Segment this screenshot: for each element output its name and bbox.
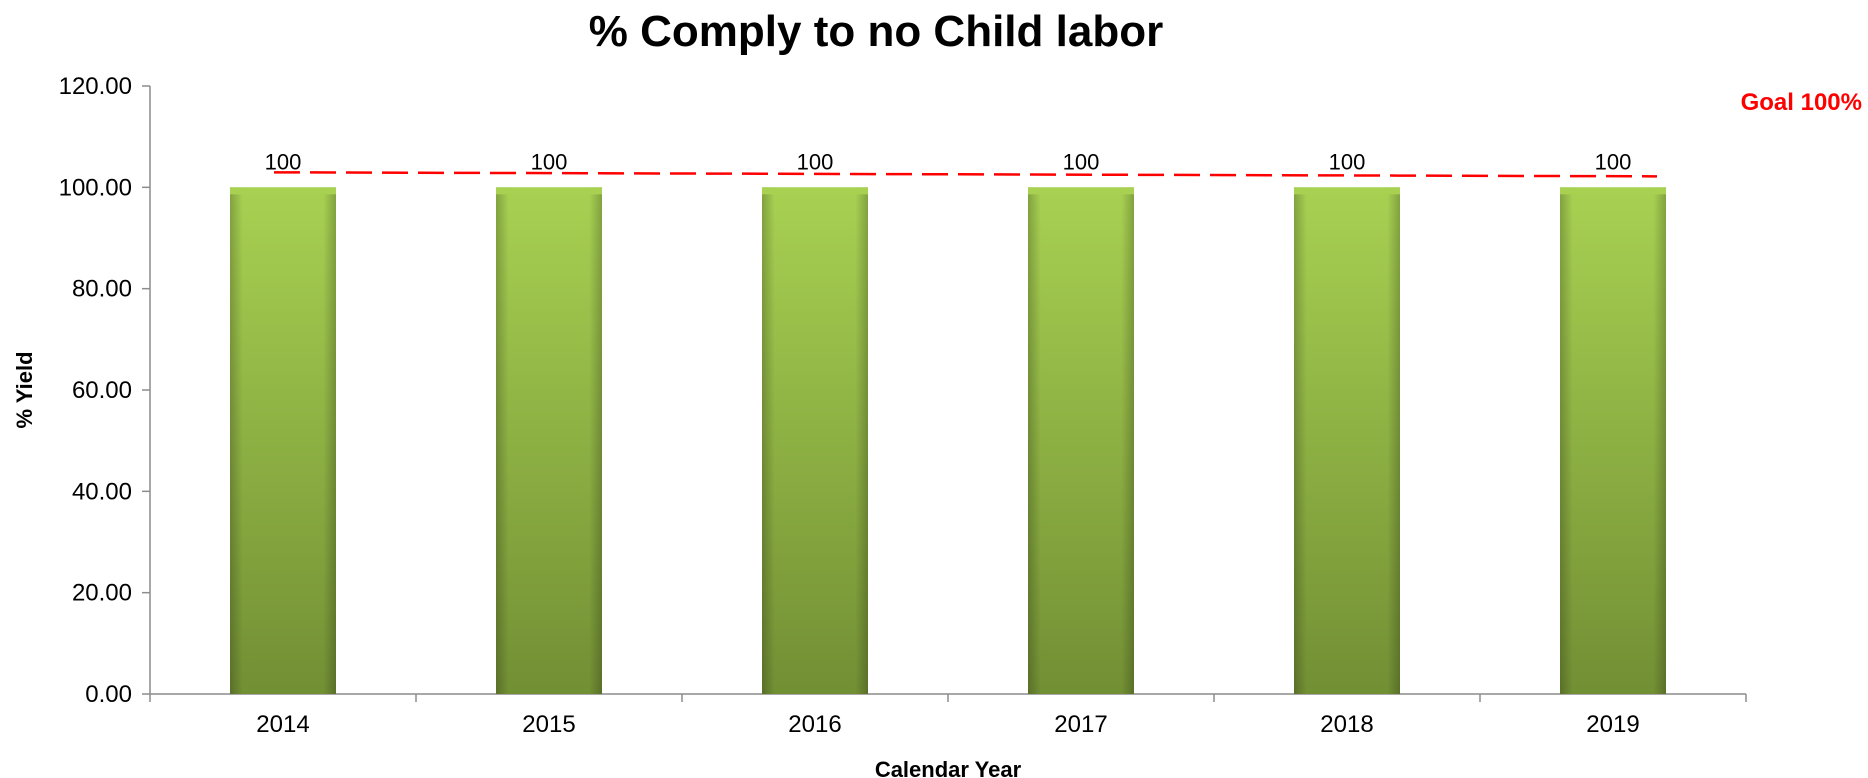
- y-tick-label: 100.00: [59, 174, 132, 201]
- x-tick-label: 2014: [256, 711, 309, 738]
- bar-top-highlight: [1294, 187, 1400, 195]
- bar-top-highlight: [496, 187, 602, 195]
- goal-label: Goal 100%: [1741, 89, 1862, 116]
- x-tick-label: 2018: [1320, 711, 1373, 738]
- bar-top-highlight: [1560, 187, 1666, 195]
- x-axis-title: Calendar Year: [875, 757, 1022, 778]
- data-label: 100: [1063, 149, 1100, 174]
- data-label: 100: [1329, 149, 1366, 174]
- bar-2015: [496, 187, 602, 695]
- data-label: 100: [797, 149, 834, 174]
- bar-top-highlight: [762, 187, 868, 195]
- data-label: 100: [1595, 149, 1632, 174]
- data-label: 100: [265, 149, 302, 174]
- bar-series: [230, 187, 1666, 695]
- y-axis-title: % Yield: [12, 351, 37, 428]
- bar-2019: [1560, 187, 1666, 695]
- bar-shade: [1028, 187, 1134, 695]
- x-tick-label: 2017: [1054, 711, 1107, 738]
- bar-shade: [1294, 187, 1400, 695]
- bar-2017: [1028, 187, 1134, 695]
- goal-line: [273, 171, 1658, 178]
- bar-2016: [762, 187, 868, 695]
- data-label: 100: [531, 149, 568, 174]
- bar-shade: [496, 187, 602, 695]
- data-labels: 100 100 100 100 100 100: [265, 149, 1632, 174]
- y-tick-label: 120.00: [59, 73, 132, 100]
- chart-title: % Comply to no Child labor: [589, 7, 1163, 56]
- bar-top-highlight: [230, 187, 336, 195]
- bar-shade: [1560, 187, 1666, 695]
- y-axis: 0.00 20.00 40.00 60.00 80.00 100.00 120.00: [59, 73, 151, 708]
- x-axis: 2014 2015 2016 2017 2018 2019: [149, 693, 1747, 738]
- bar-2014: [230, 187, 336, 695]
- x-tick-label: 2019: [1586, 711, 1639, 738]
- x-tick-label: 2016: [788, 711, 841, 738]
- y-tick-label: 60.00: [72, 377, 132, 404]
- y-tick-label: 0.00: [85, 681, 132, 708]
- goal-line-group: [273, 171, 1658, 178]
- bar-2018: [1294, 187, 1400, 695]
- y-tick-label: 80.00: [72, 276, 132, 303]
- x-tick-label: 2015: [522, 711, 575, 738]
- y-tick-label: 40.00: [72, 478, 132, 505]
- y-tick-label: 20.00: [72, 580, 132, 607]
- bar-top-highlight: [1028, 187, 1134, 195]
- bar-shade: [230, 187, 336, 695]
- bar-shade: [762, 187, 868, 695]
